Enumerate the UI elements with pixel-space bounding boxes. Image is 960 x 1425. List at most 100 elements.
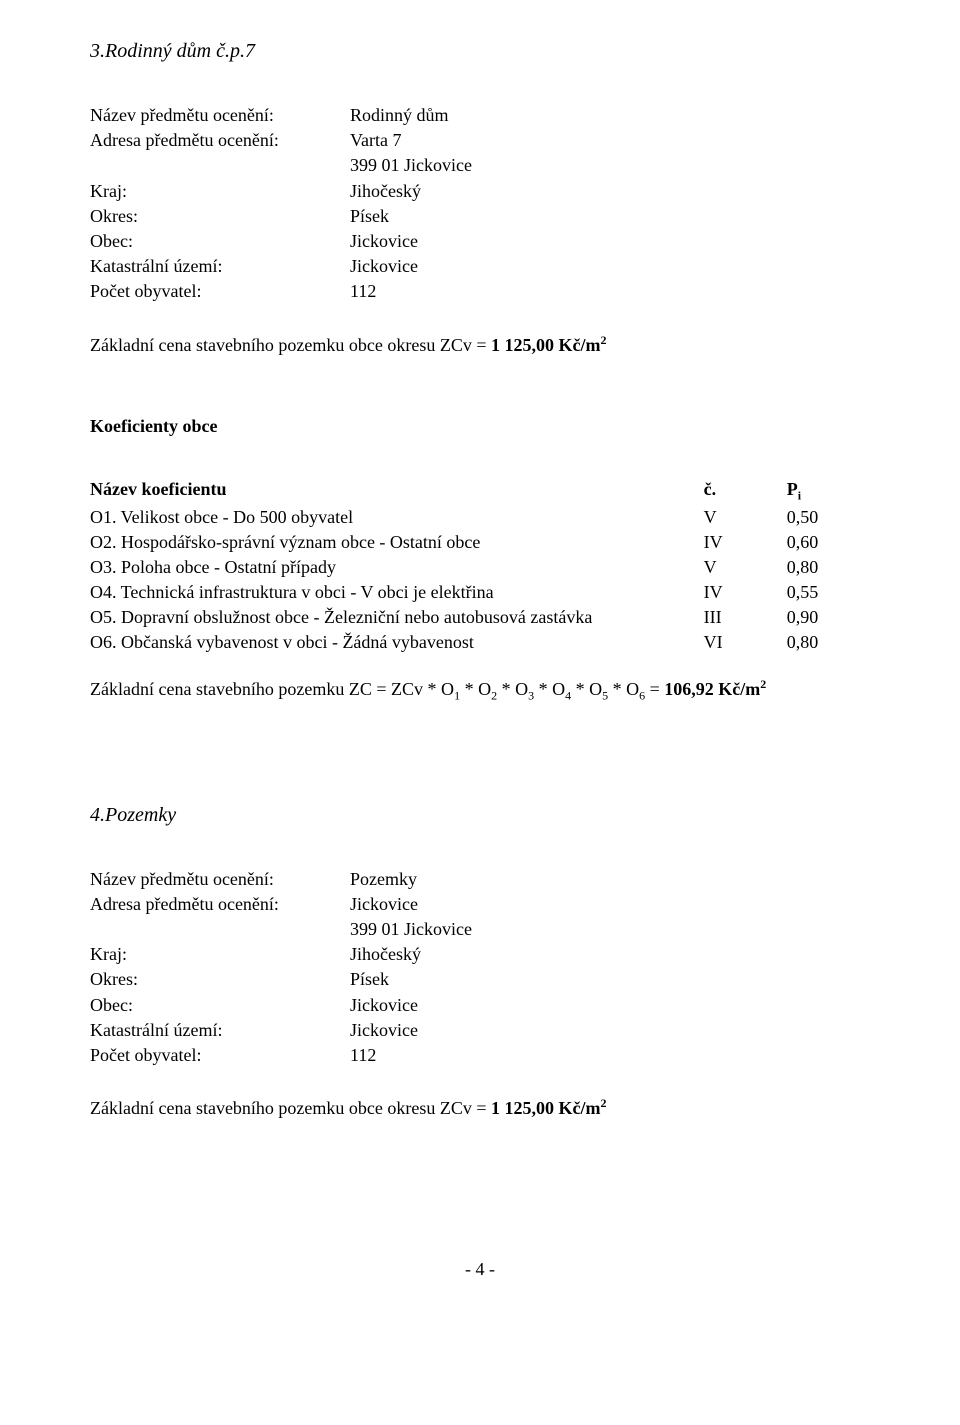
info-row: 399 01 Jickovice [90,917,870,942]
info-row: Okres: Písek [90,204,870,229]
zc-eq: = [645,679,664,699]
koef-cell-c: V [704,555,787,580]
zcv-exp: 2 [601,333,607,347]
info-value: Jickovice [350,1018,870,1043]
p-base: P [787,479,798,499]
zc-sep: * O [534,679,565,699]
koef-row: O5. Dopravní obslužnost obce - Železničn… [90,605,870,630]
koef-cell-p: 0,80 [787,630,870,655]
info-row: Okres: Písek [90,967,870,992]
section3-heading: 3.Rodinný dům č.p.7 [90,40,870,63]
info-label: Okres: [90,204,350,229]
zc-sep: * O [460,679,491,699]
koef-cell-name: O4. Technická infrastruktura v obci - V … [90,580,704,605]
koef-cell-p: 0,60 [787,530,870,555]
zcv-value: 1 125,00 Kč/m [491,1098,601,1118]
koef-cell-p: 0,50 [787,505,870,530]
koef-table: Název koeficientu č. Pi O1. Velikost obc… [90,477,870,656]
koef-col-name: Název koeficientu [90,477,704,506]
koef-cell-p: 0,80 [787,555,870,580]
koef-row: O3. Poloha obce - Ostatní případy V 0,80 [90,555,870,580]
zcv-value: 1 125,00 Kč/m [491,335,601,355]
info-value: Jihočeský [350,942,870,967]
koef-cell-p: 0,90 [787,605,870,630]
info-label: Adresa předmětu ocenění: [90,128,350,153]
info-label: Název předmětu ocenění: [90,867,350,892]
zc-prefix: Základní cena stavebního pozemku ZC = ZC… [90,679,454,699]
info-label: Adresa předmětu ocenění: [90,892,350,917]
info-value: Jickovice [350,254,870,279]
info-value: 112 [350,279,870,304]
section3-info: Název předmětu ocenění: Rodinný dům Adre… [90,103,870,305]
zc-sep: * O [497,679,528,699]
koef-cell-c: IV [704,580,787,605]
zc-sep: * O [608,679,639,699]
section3-zcv-line: Základní cena stavebního pozemku obce ok… [90,333,870,356]
zc-exp: 2 [760,677,766,691]
zc-formula-line: Základní cena stavebního pozemku ZC = ZC… [90,677,870,704]
koef-cell-c: VI [704,630,787,655]
koef-cell-name: O3. Poloha obce - Ostatní případy [90,555,704,580]
info-row: Počet obyvatel: 112 [90,1043,870,1068]
section4-zcv-line: Základní cena stavebního pozemku obce ok… [90,1096,870,1119]
info-value: Jickovice [350,229,870,254]
info-value: Varta 7 [350,128,870,153]
info-label: Kraj: [90,942,350,967]
page-number: - 4 - [90,1259,870,1280]
info-row: Katastrální území: Jickovice [90,1018,870,1043]
info-row: Kraj: Jihočeský [90,179,870,204]
info-label: Počet obyvatel: [90,1043,350,1068]
info-value: Písek [350,204,870,229]
info-value: Jickovice [350,892,870,917]
zcv-exp: 2 [601,1096,607,1110]
koef-cell-p: 0,55 [787,580,870,605]
p-sub: i [798,488,801,502]
info-row: Katastrální území: Jickovice [90,254,870,279]
zc-value: 106,92 Kč/m [664,679,760,699]
info-row: Název předmětu ocenění: Rodinný dům [90,103,870,128]
info-row: Počet obyvatel: 112 [90,279,870,304]
info-label: Počet obyvatel: [90,279,350,304]
info-label [90,153,350,178]
info-row: Kraj: Jihočeský [90,942,870,967]
info-label: Název předmětu ocenění: [90,103,350,128]
info-label: Obec: [90,993,350,1018]
info-label: Okres: [90,967,350,992]
info-value: Jihočeský [350,179,870,204]
info-label: Kraj: [90,179,350,204]
koef-header-row: Název koeficientu č. Pi [90,477,870,506]
koef-col-c: č. [704,477,787,506]
info-row: 399 01 Jickovice [90,153,870,178]
koef-row: O6. Občanská vybavenost v obci - Žádná v… [90,630,870,655]
zc-sep: * O [571,679,602,699]
info-row: Adresa předmětu ocenění: Jickovice [90,892,870,917]
info-label: Katastrální území: [90,1018,350,1043]
info-row: Název předmětu ocenění: Pozemky [90,867,870,892]
zcv-prefix: Základní cena stavebního pozemku obce ok… [90,1098,491,1118]
spacer [90,1139,870,1199]
info-label: Obec: [90,229,350,254]
koef-cell-name: O5. Dopravní obslužnost obce - Železničn… [90,605,704,630]
koef-cell-c: IV [704,530,787,555]
info-value: Jickovice [350,993,870,1018]
info-value: 399 01 Jickovice [350,917,870,942]
koef-col-p: Pi [787,477,870,506]
koef-row: O2. Hospodářsko-správní význam obce - Os… [90,530,870,555]
info-value: Rodinný dům [350,103,870,128]
koef-cell-name: O6. Občanská vybavenost v obci - Žádná v… [90,630,704,655]
koef-cell-c: V [704,505,787,530]
info-value: 112 [350,1043,870,1068]
koef-row: O4. Technická infrastruktura v obci - V … [90,580,870,605]
koef-row: O1. Velikost obce - Do 500 obyvatel V 0,… [90,505,870,530]
koef-cell-name: O1. Velikost obce - Do 500 obyvatel [90,505,704,530]
info-label [90,917,350,942]
koef-cell-name: O2. Hospodářsko-správní význam obce - Os… [90,530,704,555]
zcv-prefix: Základní cena stavebního pozemku obce ok… [90,335,491,355]
koef-title: Koeficienty obce [90,416,870,437]
info-value: 399 01 Jickovice [350,153,870,178]
info-value: Pozemky [350,867,870,892]
section4-info: Název předmětu ocenění: Pozemky Adresa p… [90,867,870,1069]
koef-cell-c: III [704,605,787,630]
info-row: Adresa předmětu ocenění: Varta 7 [90,128,870,153]
section4-heading: 4.Pozemky [90,804,870,827]
